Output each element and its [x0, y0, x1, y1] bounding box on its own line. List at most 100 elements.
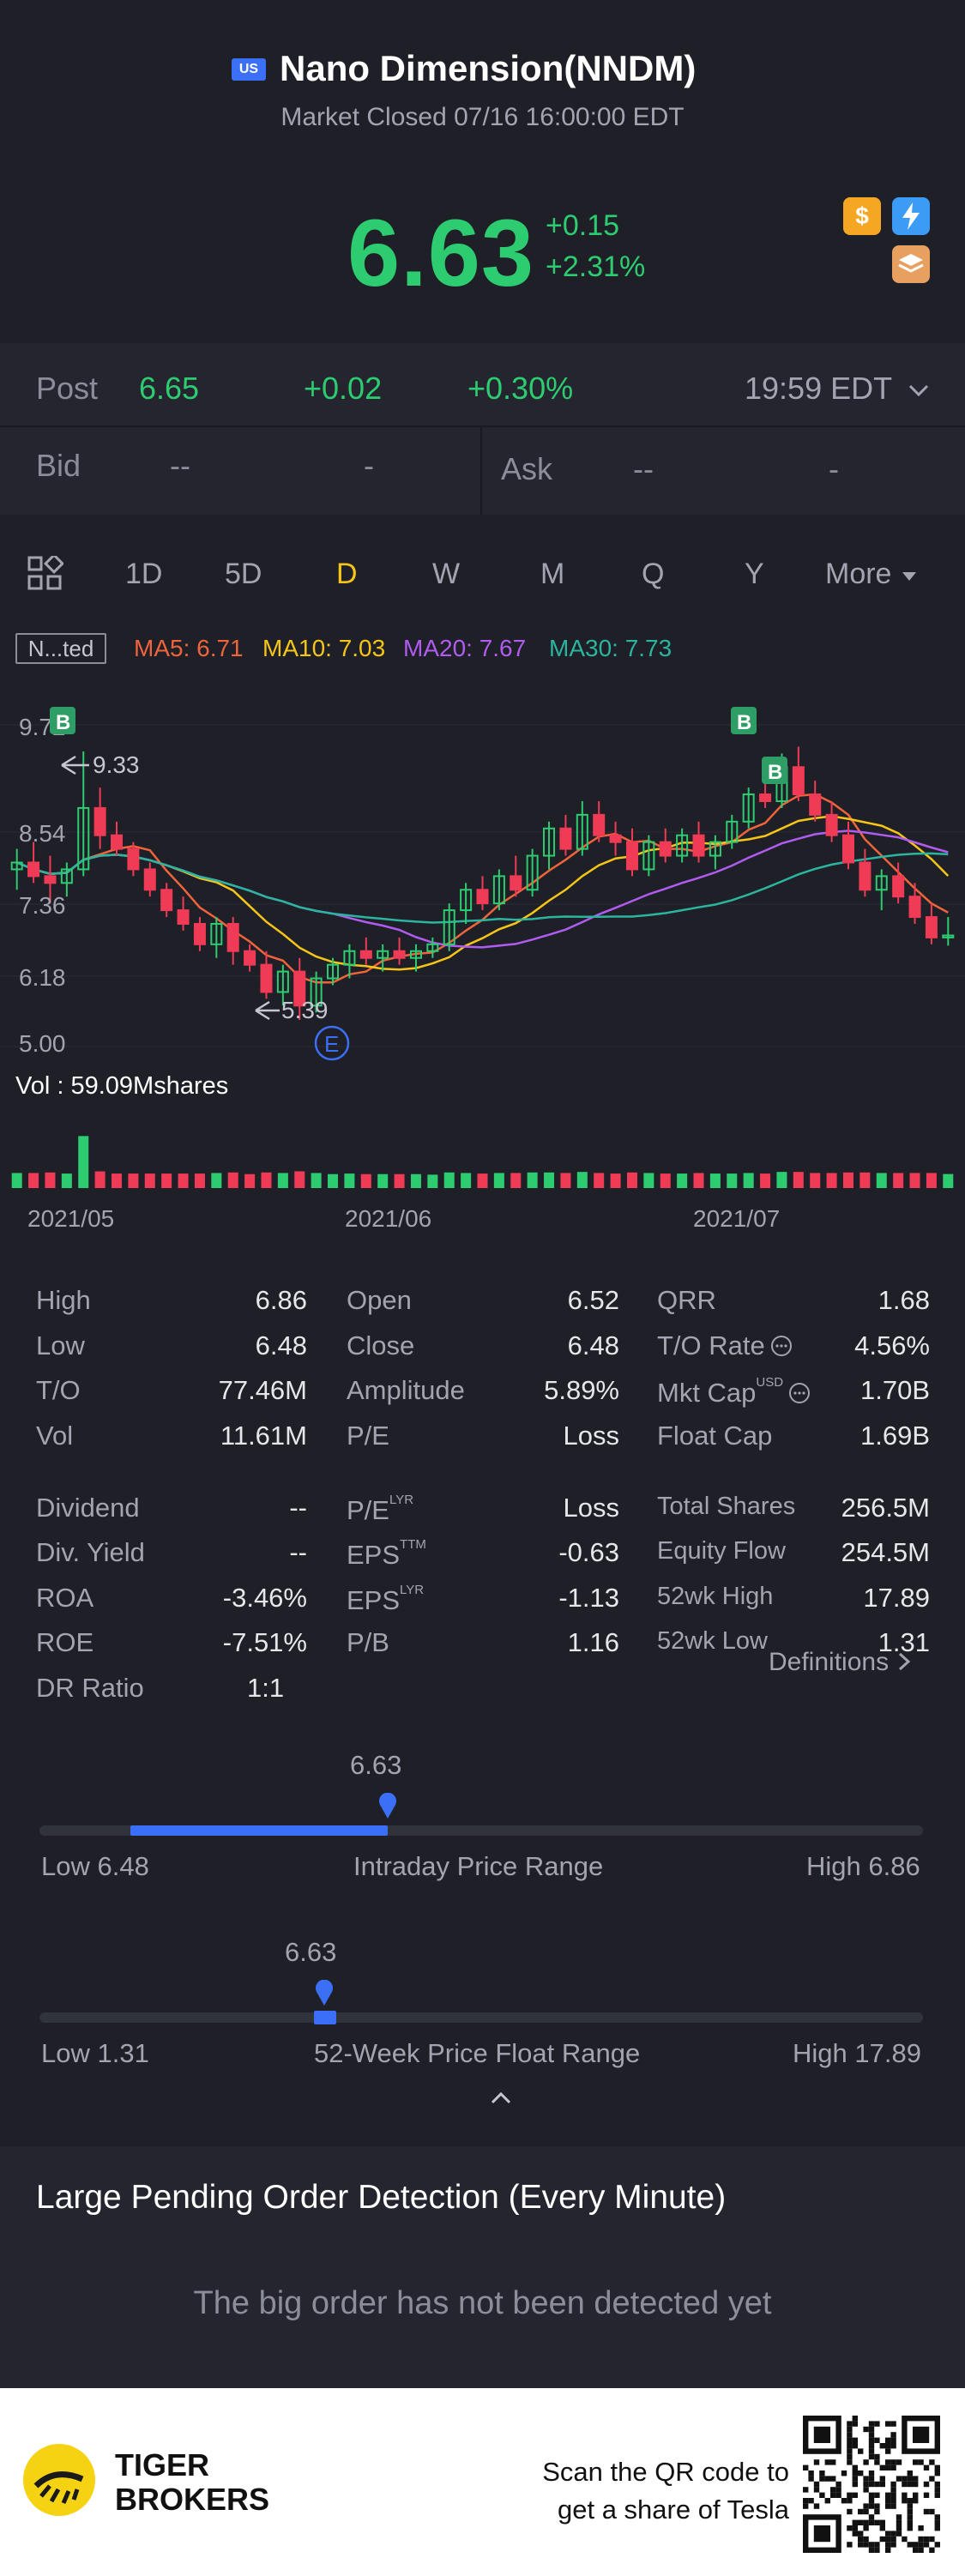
stat-value: 1.31 — [878, 1627, 930, 1657]
tab-y[interactable]: Y — [745, 558, 764, 590]
volume-bar — [909, 1173, 920, 1188]
candle — [293, 970, 306, 1007]
stat-value: 1.70B — [859, 1375, 930, 1405]
qr-module — [890, 2492, 896, 2498]
stat-label-text: EPS — [347, 1540, 401, 1570]
qr-module — [913, 2542, 919, 2548]
candle — [310, 977, 323, 1007]
stat-label: Total Shares — [657, 1493, 795, 1521]
qr-module — [890, 2498, 896, 2504]
promo-line2: get a share of Tesla — [558, 2495, 789, 2525]
qr-module — [852, 2421, 858, 2427]
tab-1d[interactable]: 1D — [125, 558, 163, 590]
candle — [625, 841, 638, 871]
adjust-mode-box[interactable]: N...ted — [15, 633, 106, 664]
candle — [510, 875, 522, 891]
candle — [276, 970, 289, 993]
qr-module — [879, 2519, 885, 2525]
stat-value: Loss — [563, 1420, 619, 1451]
stat-label-text: T/O — [36, 1375, 81, 1405]
qr-module — [934, 2542, 940, 2548]
definitions-link[interactable]: Definitions — [769, 1648, 913, 1677]
qr-module — [852, 2481, 858, 2488]
qr-module — [890, 2487, 896, 2493]
tab-5d[interactable]: 5D — [225, 558, 262, 590]
stat-label: Low — [36, 1330, 85, 1361]
stat-label-sup: LYR — [389, 1492, 414, 1507]
candle — [10, 861, 23, 871]
earnings-badge[interactable] — [314, 1025, 350, 1061]
tab-d[interactable]: D — [336, 558, 358, 590]
qr-module — [852, 2525, 858, 2531]
stat-value: -7.51% — [222, 1627, 307, 1657]
week52-title: 52-Week Price Float Range — [314, 2038, 641, 2068]
candle — [576, 813, 588, 850]
stat-label: T/O — [36, 1375, 81, 1406]
qr-module — [902, 2476, 908, 2482]
volume-bar — [277, 1173, 288, 1188]
dollar-icon[interactable]: $ — [843, 197, 881, 235]
chart-period-tabs: 1D 5D D W M Q Y More — [0, 523, 965, 635]
volume-bar — [544, 1172, 555, 1188]
tab-q[interactable]: Q — [642, 558, 665, 590]
grid-icon[interactable] — [27, 556, 63, 592]
intraday-fill — [130, 1825, 388, 1836]
qr-module — [907, 2525, 913, 2531]
candlestick-chart[interactable]: 9.72 8.54 7.36 6.18 5.00 B B B 9.33 5.39… — [0, 686, 965, 1252]
candle — [559, 827, 572, 850]
volume-bar — [743, 1173, 754, 1188]
volume-bar — [527, 1172, 538, 1188]
volume-bar — [643, 1173, 654, 1188]
qr-module — [858, 2470, 864, 2476]
lightning-icon[interactable] — [892, 197, 930, 235]
qr-module — [885, 2531, 891, 2537]
large-order-message: The big order has not been detected yet — [193, 2285, 772, 2321]
stat-label: Open — [347, 1285, 412, 1316]
stat-label: DR Ratio — [36, 1673, 144, 1704]
ask-label: Ask — [501, 451, 553, 486]
stat-value: -- — [289, 1492, 307, 1523]
qr-module — [858, 2519, 864, 2525]
tab-m[interactable]: M — [540, 558, 565, 590]
qr-module — [847, 2459, 853, 2465]
layers-icon[interactable] — [892, 245, 930, 283]
info-icon[interactable] — [788, 1382, 811, 1404]
chevron-up-icon[interactable] — [489, 2090, 513, 2105]
qr-module — [868, 2437, 875, 2443]
qr-module — [868, 2426, 875, 2433]
stock-title: Nano Dimension(NNDM) — [280, 48, 697, 88]
candle — [726, 820, 739, 843]
qr-module — [902, 2492, 908, 2498]
qr-module — [874, 2542, 880, 2548]
post-time[interactable]: 19:59 EDT — [745, 371, 931, 407]
candle — [110, 834, 124, 850]
qr-module — [858, 2542, 864, 2548]
volume-bar — [610, 1173, 621, 1188]
qr-module — [874, 2503, 880, 2509]
stat-label: EPSTTM — [347, 1537, 426, 1571]
qr-module — [819, 2470, 825, 2476]
volume-bar — [560, 1173, 571, 1188]
candle — [825, 813, 838, 836]
stat-label-text: P/B — [347, 1627, 389, 1657]
qr-module — [896, 2514, 902, 2520]
tab-w[interactable]: W — [432, 558, 461, 590]
ma-legend: N...ted MA5: 6.71 MA10: 7.03 MA20: 7.67 … — [0, 633, 965, 667]
qr-module — [913, 2498, 919, 2504]
qr-module — [907, 2503, 913, 2509]
pin-icon — [379, 1793, 396, 1819]
info-icon[interactable] — [770, 1335, 793, 1357]
tab-more[interactable]: More — [825, 558, 919, 591]
stat-label-text: ROA — [36, 1582, 94, 1613]
stat-label-text: Equity Flow — [657, 1537, 786, 1565]
qr-module — [874, 2437, 880, 2443]
volume-bar — [893, 1173, 904, 1188]
qr-module — [868, 2476, 875, 2482]
candle — [160, 889, 173, 912]
stat-value: 17.89 — [863, 1582, 930, 1613]
stat-label-sup: LYR — [400, 1582, 425, 1597]
candle — [476, 889, 489, 905]
volume-bar — [693, 1173, 704, 1188]
stat-label-text: Div. Yield — [36, 1537, 145, 1567]
brand-line1: TIGER — [115, 2447, 210, 2482]
